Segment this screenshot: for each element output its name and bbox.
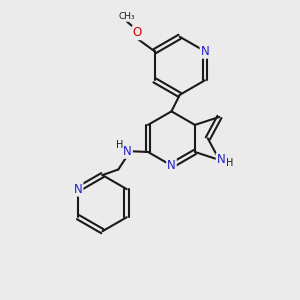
Text: H: H: [226, 158, 234, 168]
Text: H: H: [116, 140, 123, 150]
Text: N: N: [74, 183, 82, 196]
Text: N: N: [167, 159, 176, 172]
Text: CH₃: CH₃: [118, 12, 135, 21]
Text: O: O: [133, 26, 142, 39]
Text: N: N: [200, 45, 209, 58]
Text: N: N: [123, 145, 132, 158]
Text: N: N: [217, 153, 225, 167]
